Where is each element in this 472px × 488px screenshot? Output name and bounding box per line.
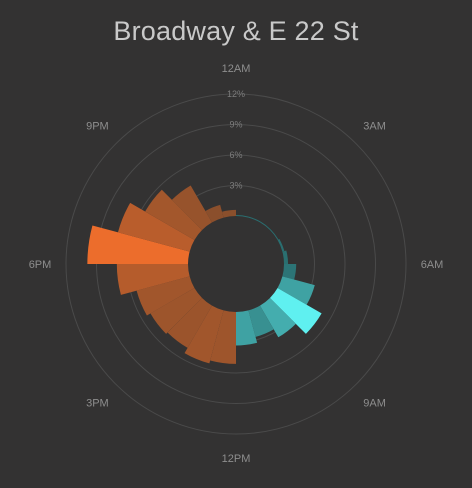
bar-hour-8 [269, 288, 322, 334]
radial-tick-label: 9% [229, 120, 242, 130]
chart-title: Broadway & E 22 St [113, 16, 359, 46]
bar-hour-20 [145, 189, 203, 240]
hour-label-12pm: 12PM [222, 453, 251, 465]
bar-hour-5 [282, 250, 289, 264]
bar-hour-17 [116, 264, 190, 295]
bar-hour-12 [210, 310, 236, 364]
bar-hour-22 [205, 204, 224, 223]
radial-tick-label: 12% [227, 89, 245, 99]
bar-hour-18 [87, 225, 190, 264]
hour-label-3pm: 3PM [86, 398, 109, 410]
bar-hour-7 [277, 276, 315, 305]
bar-hour-6 [282, 264, 297, 280]
bar-hour-13 [184, 305, 224, 364]
hour-label-6am: 6AM [421, 259, 444, 271]
bar-hour-2 [260, 221, 271, 231]
hour-label-6pm: 6PM [29, 259, 52, 271]
bar-hour-19 [117, 202, 195, 252]
bar-hour-16 [136, 276, 195, 316]
bar-layer [87, 185, 322, 364]
hour-label-12am: 12AM [222, 63, 251, 75]
radial-tick-label: 3% [229, 181, 242, 191]
bar-hour-15 [150, 288, 203, 334]
bar-hour-0 [236, 214, 249, 218]
hour-labels: 12AM 3AM 6AM 9AM 12PM 3PM 6PM 9PM [29, 63, 444, 465]
bar-hour-1 [248, 216, 261, 223]
radial-tick-label: 6% [229, 150, 242, 160]
bar-hour-3 [269, 229, 279, 240]
bar-hour-21 [171, 185, 212, 231]
bar-hour-11 [236, 310, 258, 346]
radial-tick-labels: 3% 6% 9% 12% [227, 89, 245, 191]
bar-hour-4 [277, 238, 285, 252]
hour-label-3am: 3AM [363, 120, 386, 132]
bar-hour-9 [260, 297, 296, 338]
hour-label-9pm: 9PM [86, 120, 109, 132]
hour-label-9am: 9AM [363, 398, 386, 410]
grid-ring-12pct [65, 93, 407, 435]
bar-hour-14 [167, 297, 212, 348]
bar-hour-23 [221, 209, 236, 218]
bar-hour-10 [248, 305, 274, 337]
